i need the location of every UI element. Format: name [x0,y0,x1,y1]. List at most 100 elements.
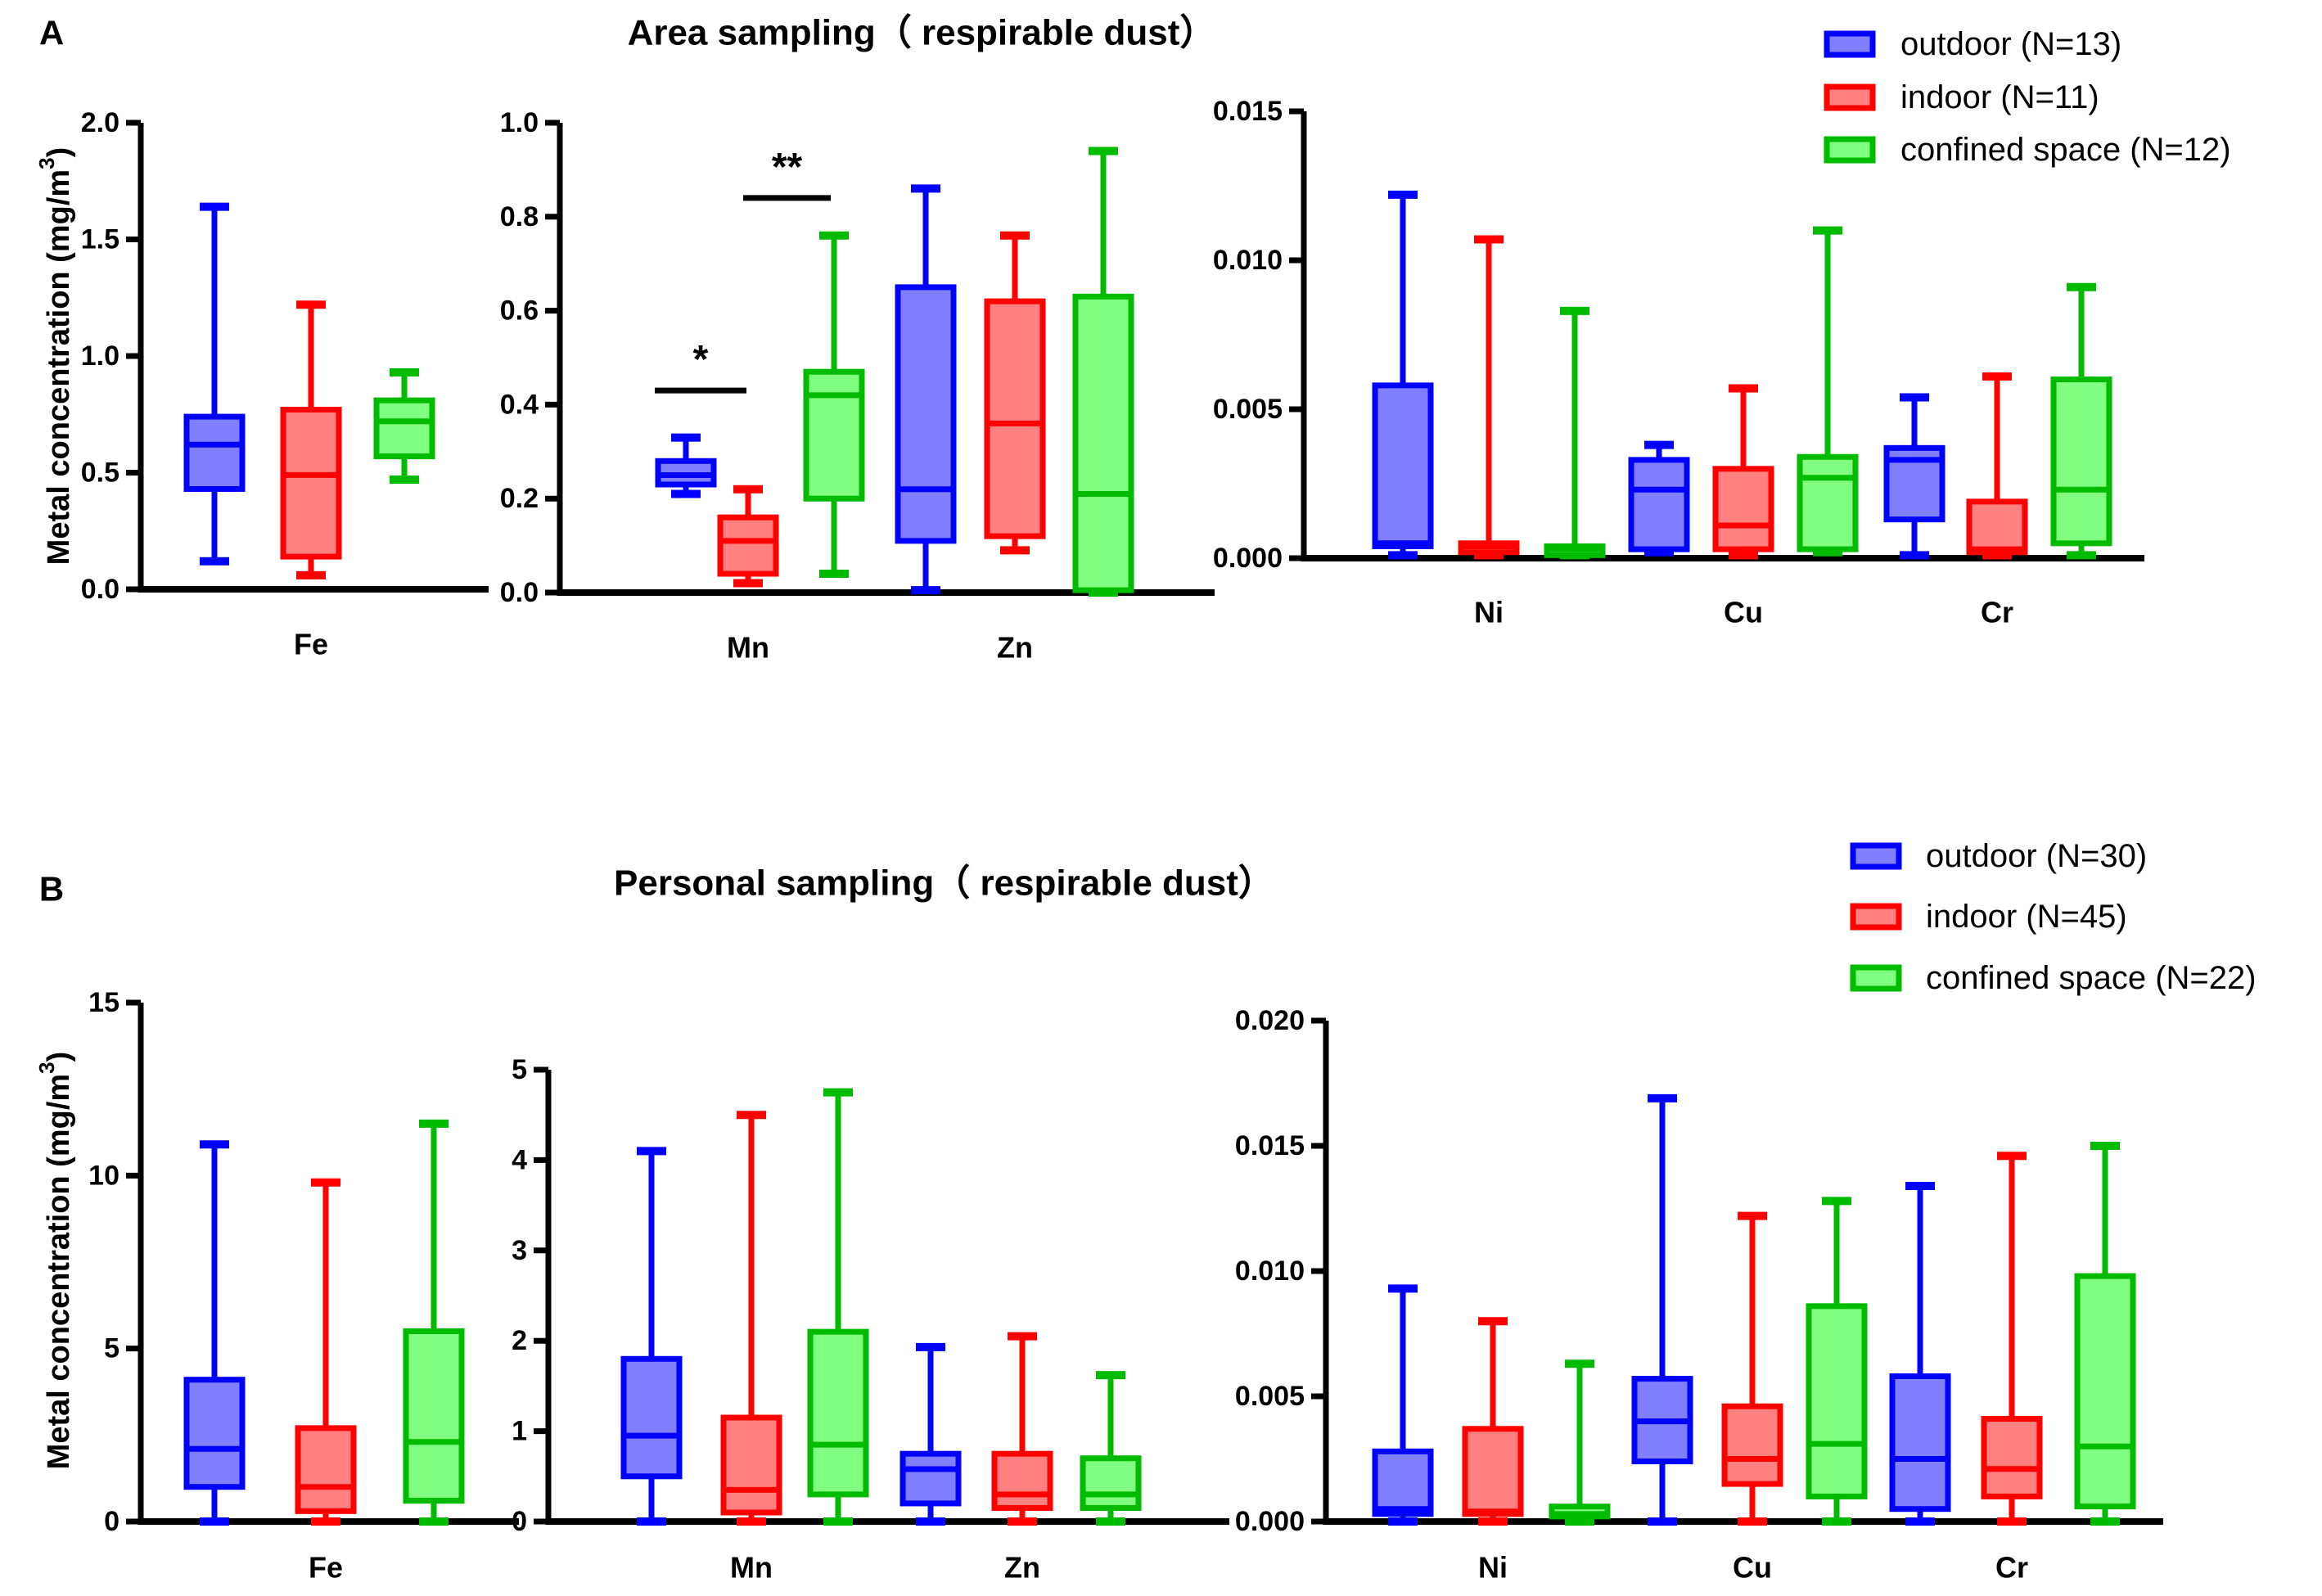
y-tick-label: 1.0 [81,340,119,372]
box-Cr-outdoor [1889,1181,1951,1526]
significance-marker: ** [772,146,803,189]
panel-Fe: 0 5 10 15 Fe [88,987,519,1585]
x-tick-label-Cu: Cu [1733,1551,1772,1585]
iqr-box [1372,1448,1434,1517]
y-tick-label: 0.8 [500,201,539,232]
y-tick-label: 0.020 [1235,1005,1305,1036]
y-tick-label: 0.005 [1213,394,1283,425]
y-tick-label: 2 [512,1325,527,1356]
iqr-box [991,1450,1053,1511]
box-Cr-outdoor [1883,393,1946,560]
y-tick-label: 0 [104,1506,119,1537]
box-Ni-outdoor [1372,1284,1434,1526]
box-Ni-outdoor [1372,190,1434,560]
box-Mn-outdoor [655,433,717,498]
iqr-box [807,1328,869,1498]
iqr-box [183,413,246,492]
box-Fe-confined-space [373,367,435,485]
y-tick-label: 0.000 [1235,1506,1305,1537]
iqr-box [183,1377,246,1490]
legend-swatch-indoor [1824,83,1876,111]
y-tick-label: 10 [88,1160,119,1191]
x-tick-label-Mn: Mn [730,1551,773,1585]
x-tick-label-Cu: Cu [1724,596,1763,629]
panel-label: A [39,14,64,52]
iqr-box [899,1450,962,1507]
box-Zn-indoor [984,231,1046,555]
iqr-box [620,1355,683,1480]
box-Fe-indoor [280,300,342,579]
box-Zn-confined-space [1080,1371,1142,1526]
y-axis-label: Metal concentration (mg/m3) [34,1052,76,1470]
x-tick-label-Ni: Ni [1478,1551,1508,1585]
chart-title: Personal sampling（ respirable dust） [614,863,1274,904]
box-Cr-confined-space [2050,282,2112,560]
panel-Mn-Zn: 0 1 2 3 4 5 Mn Zn [512,1054,1229,1585]
iqr-box [1462,1426,1524,1517]
x-tick-label-Ni: Ni [1474,596,1504,629]
x-tick-label-Fe: Fe [294,628,328,661]
legend-swatch-confined-space [1850,964,1902,992]
iqr-box [803,368,865,502]
y-tick-label: 5 [104,1333,119,1364]
x-tick-label-Fe: Fe [309,1551,343,1585]
box-Ni-confined-space [1549,1359,1611,1526]
significance-marker: * [693,338,709,381]
box-Zn-outdoor [899,1342,962,1526]
iqr-box [403,1328,465,1504]
box-Fe-outdoor [183,202,246,566]
y-tick-label: 0.015 [1235,1130,1305,1161]
legend-entry-confined-space: confined space (N=12) [1900,132,2231,168]
box-Cr-indoor [1966,372,2028,560]
box-Mn-outdoor [620,1147,683,1526]
box-Fe-confined-space [403,1119,465,1526]
iqr-box [717,514,779,577]
y-tick-label: 0.000 [1213,543,1283,574]
box-Mn-confined-space [803,231,865,579]
iqr-box [2050,376,2112,547]
box-Cu-confined-space [1806,1197,1868,1526]
x-tick-label-Zn: Zn [997,631,1033,665]
box-Cu-indoor [1721,1211,1783,1526]
y-tick-label: 0.015 [1213,96,1283,127]
x-tick-label-Cr: Cr [1981,596,2013,629]
iqr-box [1889,1373,1951,1513]
box-Mn-indoor [717,485,779,588]
box-Mn-confined-space [807,1088,869,1526]
box-Ni-confined-space [1544,306,1606,560]
iqr-box [1797,453,1859,552]
box-Cu-outdoor [1631,1093,1693,1526]
y-tick-label: 0.4 [500,389,539,420]
iqr-box [984,298,1046,539]
box-Zn-confined-space [1072,147,1134,597]
y-tick-label: 1 [512,1416,527,1447]
panel-Ni-Cu-Cr: 0.000 0.005 0.010 0.015 0.020 Ni Cu Cr [1235,1005,2163,1585]
x-tick-label-Mn: Mn [727,631,769,665]
iqr-box [280,407,342,560]
box-Ni-indoor [1462,1317,1524,1526]
iqr-box [1806,1303,1868,1499]
chart-title: Area sampling（ respirable dust） [628,13,1216,53]
section-B: B Personal sampling（ respirable dust） Meta… [34,838,2257,1585]
y-tick-label: 0.2 [500,483,539,514]
iqr-box [1628,457,1690,552]
legend-swatch-indoor [1850,903,1902,931]
legend-entry-outdoor: outdoor (N=13) [1900,26,2121,62]
box-Zn-indoor [991,1332,1053,1526]
legend-entry-indoor: indoor (N=11) [1900,79,2099,115]
box-Zn-outdoor [895,184,957,595]
iqr-box [1721,1403,1783,1487]
y-tick-label: 0.010 [1213,245,1283,276]
y-tick-label: 1.5 [81,224,119,255]
y-tick-label: 2.0 [81,107,119,138]
y-tick-label: 0 [512,1506,527,1537]
box-Cu-outdoor [1628,440,1690,557]
iqr-box [295,1425,357,1514]
legend-swatch-outdoor [1824,30,1876,58]
section-A: A Area sampling（ respirable dust） Metal co… [34,13,2231,665]
y-tick-label: 3 [512,1235,527,1266]
legend-swatch-confined-space [1824,136,1876,164]
y-tick-label: 0.0 [500,577,539,608]
box-Ni-indoor [1458,235,1520,560]
